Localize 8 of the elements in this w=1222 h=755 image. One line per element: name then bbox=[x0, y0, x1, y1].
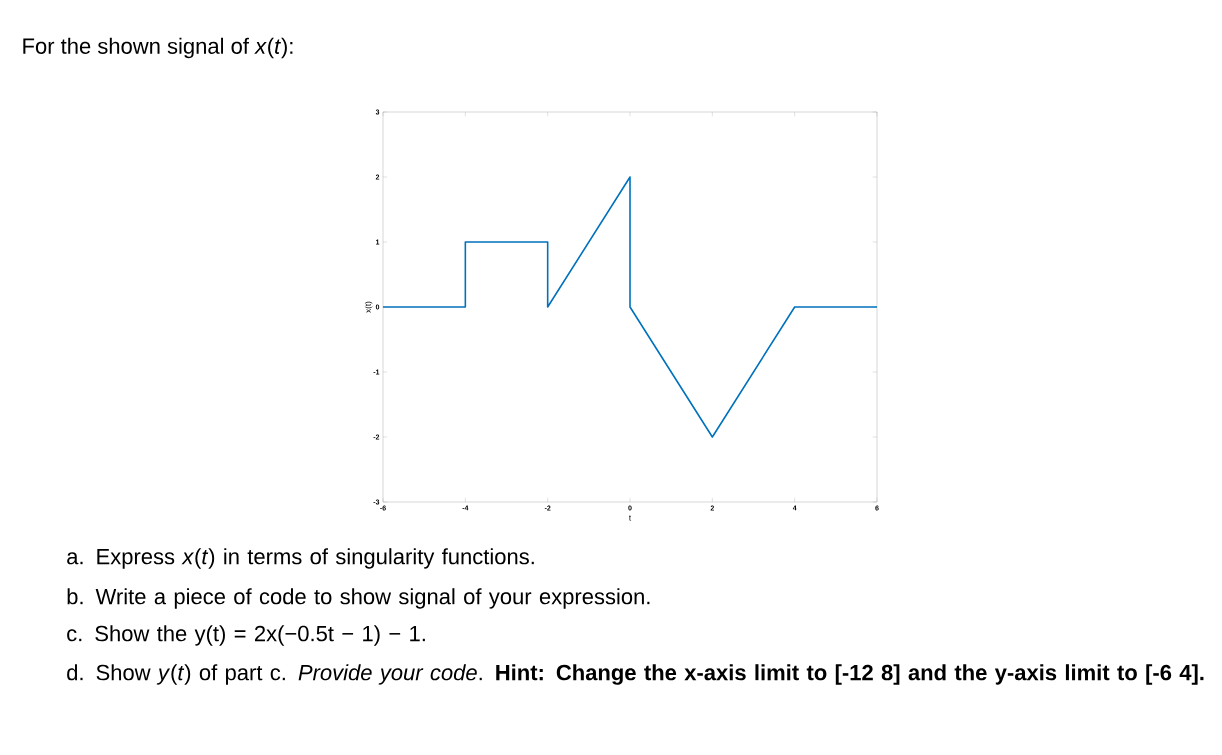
text: a. Express x(t) in terms of singularity functions. bbox=[67, 548, 534, 569]
text: b. Write a piece of code to show signal of your expression. bbox=[67, 588, 650, 609]
line-series bbox=[383, 176, 878, 438]
text: d. Show y(t) of part c. Provide your code. Hint: Change the x-axis limit to [-12 8] and the y-axis limit to [-6 4]. bbox=[67, 664, 1204, 685]
text: For the shown signal of x(t): bbox=[23, 37, 293, 59]
text: c. Show the y(t) = 2x(−0.5t − 1) − 1. bbox=[67, 625, 425, 646]
x-axis-title: t bbox=[629, 515, 632, 521]
y-axis-title: x(t) bbox=[364, 301, 373, 313]
